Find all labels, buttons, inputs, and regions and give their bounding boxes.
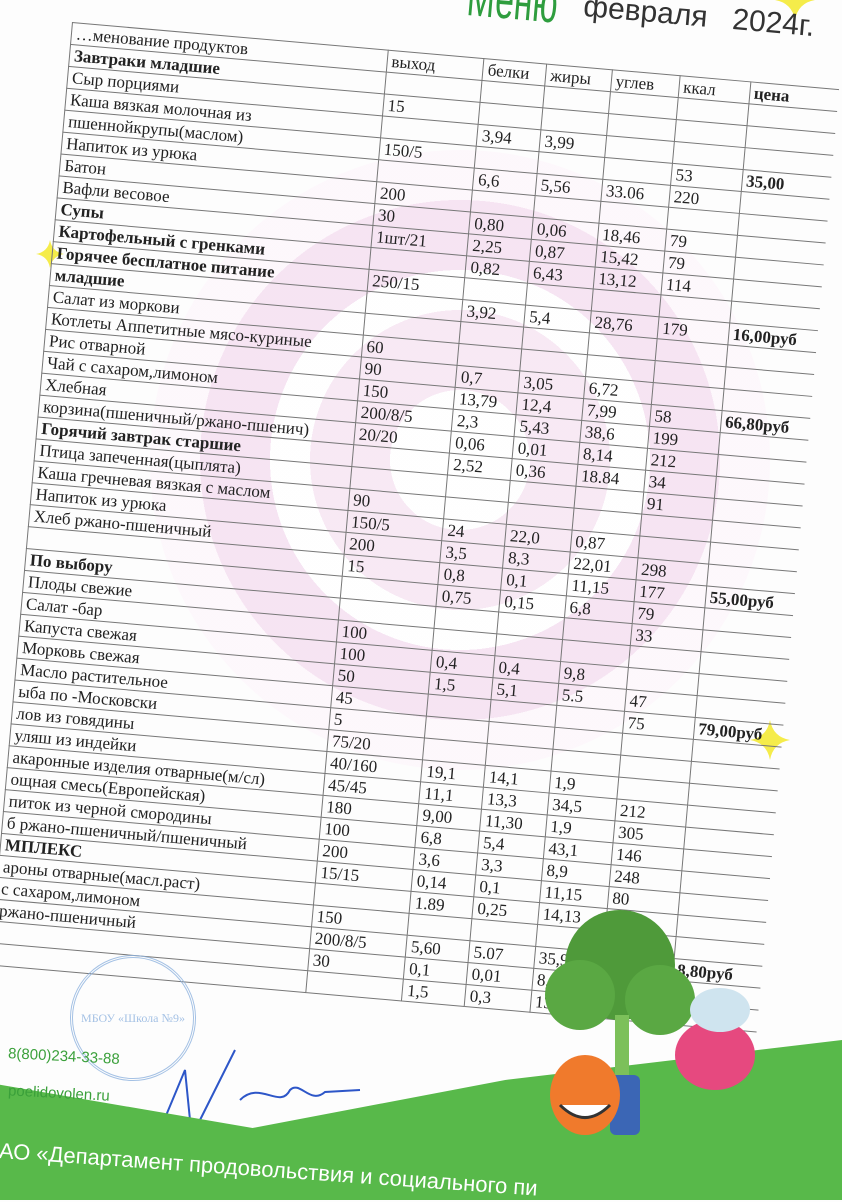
background-swirl xyxy=(150,150,770,770)
protein-cell: 1,5 xyxy=(401,979,467,1007)
star-decoration xyxy=(750,720,790,760)
vegetable-mascots-illustration xyxy=(545,910,755,1135)
star-decoration xyxy=(36,240,64,268)
menu-date: февраля 2024г. xyxy=(582,0,816,44)
signature xyxy=(159,1049,361,1131)
menu-title: Меню xyxy=(465,0,561,35)
menu-table-sheet: …менование продуктов выход белки жиры углев к… xyxy=(0,22,840,1033)
star-decoration xyxy=(775,0,815,20)
fat-cell: 0,3 xyxy=(464,984,532,1013)
menu-table: …менование продуктов выход белки жиры углев к… xyxy=(0,22,840,1033)
official-stamp: МБОУ «Школа №9» xyxy=(70,955,196,1081)
stamp-text: МБОУ «Школа №9» xyxy=(81,1010,185,1025)
